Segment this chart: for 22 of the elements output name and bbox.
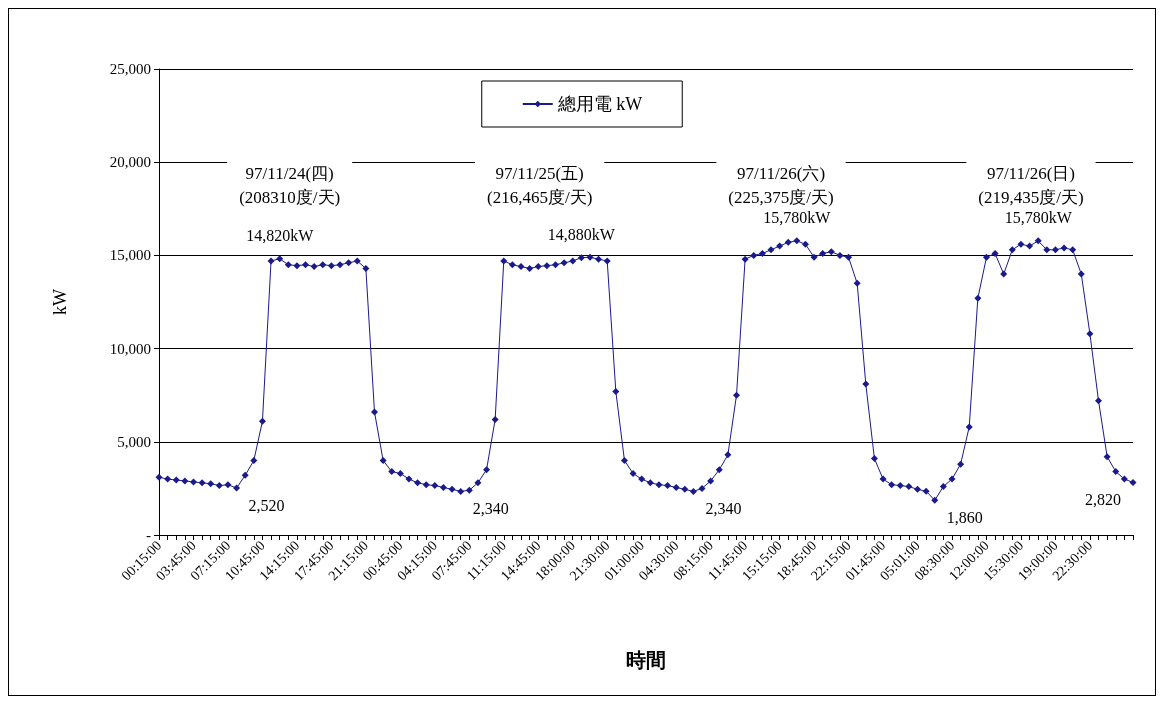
x-axis-title: 時間 — [626, 649, 666, 671]
data-label: 2,340 — [472, 500, 509, 518]
annotation: 97/11/25(五) (216,465度/天) — [486, 163, 593, 207]
legend-label: 總用電 kW — [556, 94, 643, 114]
y-tick-label: 10,000 — [109, 340, 151, 357]
data-label: 2,820 — [1085, 491, 1121, 509]
data-label: 1,860 — [946, 509, 983, 527]
data-label: 15,780kW — [763, 208, 832, 226]
y-tick-label: - — [146, 527, 151, 543]
annotation: 97/11/26(六) (225,375度/天) — [728, 163, 834, 207]
data-label: 2,520 — [248, 497, 285, 515]
annotation: 97/11/24(四) (208310度/天) — [239, 163, 341, 207]
data-label: 15,780kW — [1004, 208, 1073, 226]
data-label: 14,820kW — [246, 226, 315, 244]
y-axis-title: kW — [50, 289, 70, 315]
annotation: 97/11/26(日) (219,435度/天) — [978, 163, 1084, 207]
y-tick-label: 25,000 — [109, 61, 151, 77]
data-label: 2,340 — [705, 500, 742, 518]
y-tick-label: 5,000 — [117, 433, 151, 450]
y-tick-label: 15,000 — [109, 247, 151, 264]
y-tick-label: 20,000 — [109, 154, 151, 171]
data-label: 14,880kW — [547, 225, 616, 243]
